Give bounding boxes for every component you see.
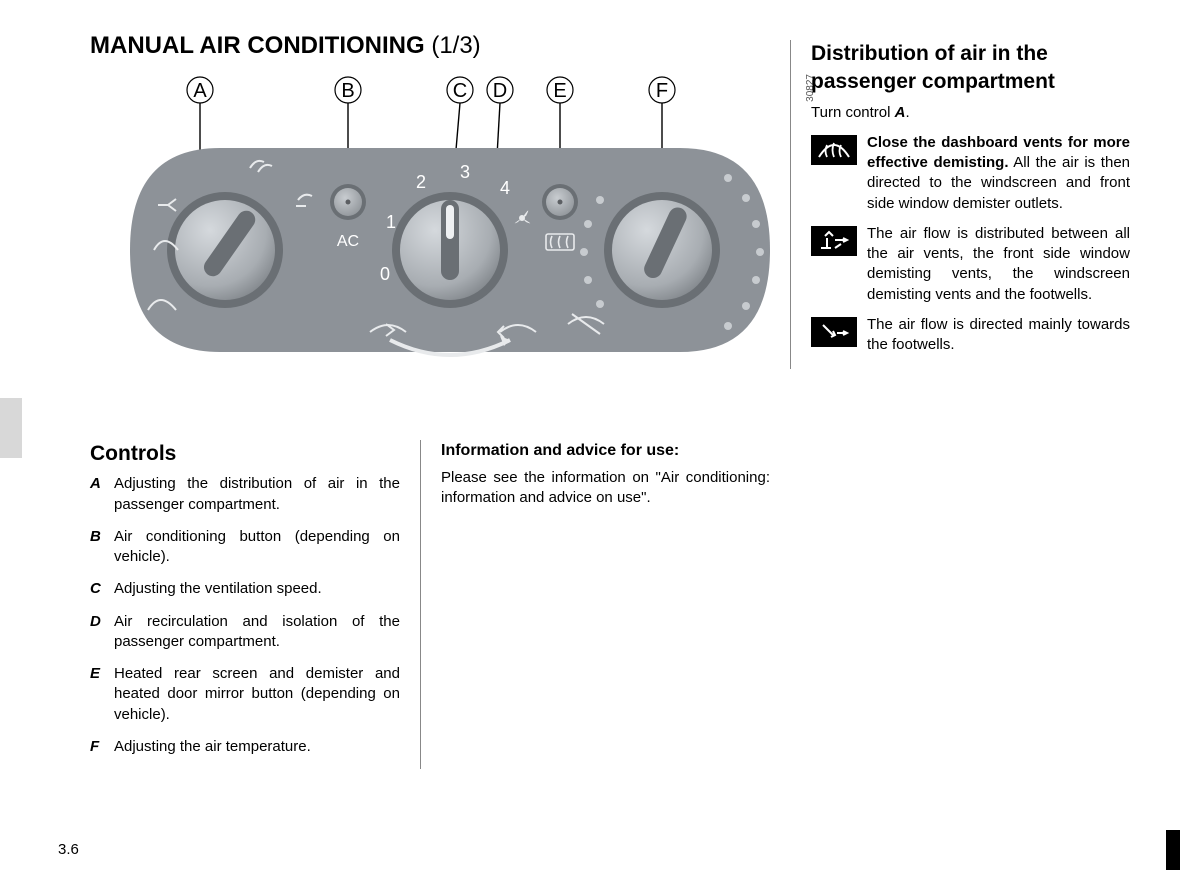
callout-a: A [193, 80, 207, 102]
edge-marker [1166, 830, 1180, 870]
fan-4: 4 [500, 178, 510, 198]
control-item: A Adjusting the distribution of air in t… [90, 474, 400, 515]
control-item: B Air conditioning button (depending on … [90, 527, 400, 568]
dist-mode-footwells: The air flow is directed mainly towards … [811, 315, 1130, 356]
title-main: MANUAL AIR CONDITIONING [90, 32, 425, 59]
distribution-heading: Distribution of air in the passenger com… [811, 40, 1130, 97]
control-item: D Air recirculation and isolation of the… [90, 612, 400, 653]
controls-column: Controls A Adjusting the distribution of… [60, 440, 420, 769]
callout-f: F [656, 80, 668, 102]
callout-d: D [493, 80, 507, 102]
distribution-column: Distribution of air in the passenger com… [790, 40, 1150, 369]
ac-label: AC [337, 233, 359, 250]
control-item: E Heated rear screen and demister and he… [90, 664, 400, 725]
fan-1: 1 [386, 212, 396, 232]
fan-0: 0 [380, 264, 390, 284]
controls-heading: Controls [90, 440, 400, 468]
info-heading: Information and advice for use: [441, 440, 770, 462]
control-item: F Adjusting the air temperature. [90, 737, 400, 757]
callout-b: B [341, 80, 354, 102]
dist-mode-all-vents: The air flow is distributed between all … [811, 224, 1130, 305]
distribution-intro: Turn control A. [811, 103, 1130, 123]
page-number: 3.6 [58, 841, 79, 858]
footwell-icon [811, 317, 857, 347]
fan-2: 2 [416, 172, 426, 192]
info-column: Information and advice for use: Please s… [420, 440, 790, 769]
fan-3: 3 [460, 162, 470, 182]
all-vents-icon [811, 226, 857, 256]
callout-c: C [453, 80, 467, 102]
title-sub: (1/3) [431, 32, 480, 59]
windscreen-demist-icon [811, 135, 857, 165]
info-text: Please see the information on "Air condi… [441, 468, 770, 509]
dist-mode-windscreen: Close the dashboard vents for more effec… [811, 133, 1130, 214]
control-panel-figure: 30827 A B C D E F [90, 70, 810, 390]
callout-e: E [553, 80, 566, 102]
control-item: C Adjusting the ventilation speed. [90, 579, 400, 599]
